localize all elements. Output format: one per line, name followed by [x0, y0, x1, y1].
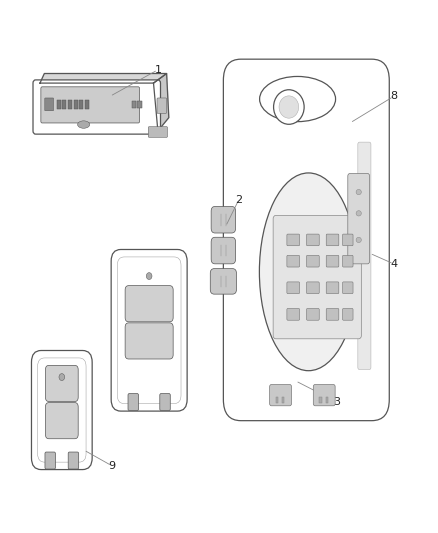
FancyBboxPatch shape [273, 215, 361, 339]
FancyBboxPatch shape [348, 173, 370, 264]
Ellipse shape [356, 211, 361, 216]
FancyBboxPatch shape [223, 59, 389, 421]
Bar [57, 100, 60, 109]
FancyBboxPatch shape [287, 282, 300, 294]
FancyBboxPatch shape [160, 393, 170, 410]
Ellipse shape [274, 90, 304, 124]
FancyBboxPatch shape [307, 234, 319, 246]
FancyBboxPatch shape [68, 452, 79, 469]
Bar [79, 100, 83, 109]
FancyBboxPatch shape [211, 206, 236, 233]
Bar [62, 100, 66, 109]
FancyBboxPatch shape [211, 237, 236, 264]
Ellipse shape [78, 121, 90, 128]
FancyBboxPatch shape [46, 402, 78, 439]
Bar [319, 397, 322, 402]
Bar [74, 100, 78, 109]
FancyBboxPatch shape [307, 255, 319, 267]
Ellipse shape [260, 76, 336, 122]
FancyBboxPatch shape [128, 393, 138, 410]
FancyBboxPatch shape [287, 234, 300, 246]
FancyBboxPatch shape [343, 255, 353, 267]
FancyBboxPatch shape [210, 269, 237, 294]
FancyBboxPatch shape [125, 323, 173, 359]
Text: 9: 9 [109, 461, 116, 471]
FancyBboxPatch shape [46, 366, 78, 401]
Ellipse shape [146, 272, 152, 279]
Polygon shape [153, 74, 169, 131]
Bar [282, 397, 285, 402]
Ellipse shape [279, 96, 299, 118]
FancyBboxPatch shape [326, 309, 339, 320]
FancyBboxPatch shape [148, 127, 167, 138]
Ellipse shape [356, 237, 361, 243]
Text: 8: 8 [390, 91, 397, 101]
Bar [68, 100, 72, 109]
Polygon shape [40, 74, 166, 83]
FancyBboxPatch shape [157, 98, 166, 114]
FancyBboxPatch shape [270, 384, 291, 406]
Bar [85, 100, 89, 109]
FancyBboxPatch shape [307, 282, 319, 294]
Bar [276, 397, 279, 402]
FancyBboxPatch shape [326, 234, 339, 246]
FancyBboxPatch shape [358, 142, 371, 369]
Text: 2: 2 [235, 195, 242, 205]
FancyBboxPatch shape [45, 98, 53, 111]
FancyBboxPatch shape [343, 234, 353, 246]
FancyBboxPatch shape [45, 452, 56, 469]
FancyBboxPatch shape [287, 255, 300, 267]
Bar [325, 397, 328, 402]
FancyBboxPatch shape [343, 309, 353, 320]
FancyBboxPatch shape [33, 80, 160, 134]
FancyBboxPatch shape [343, 282, 353, 294]
Ellipse shape [356, 189, 361, 195]
FancyBboxPatch shape [307, 309, 319, 320]
Ellipse shape [259, 173, 357, 370]
FancyBboxPatch shape [287, 309, 300, 320]
FancyBboxPatch shape [313, 384, 335, 406]
Ellipse shape [59, 374, 65, 381]
FancyBboxPatch shape [41, 87, 140, 123]
Text: 3: 3 [333, 397, 340, 407]
FancyBboxPatch shape [326, 282, 339, 294]
FancyBboxPatch shape [326, 255, 339, 267]
FancyBboxPatch shape [125, 286, 173, 322]
Bar [132, 101, 136, 108]
FancyBboxPatch shape [32, 351, 92, 470]
Text: 4: 4 [390, 259, 397, 269]
Bar [138, 101, 142, 108]
FancyBboxPatch shape [111, 249, 187, 411]
Text: 1: 1 [154, 65, 161, 75]
